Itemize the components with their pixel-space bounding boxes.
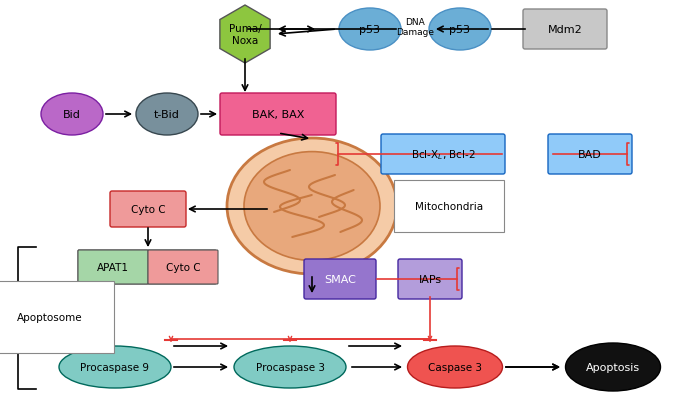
FancyBboxPatch shape	[398, 259, 462, 299]
Ellipse shape	[429, 9, 491, 51]
FancyBboxPatch shape	[78, 250, 216, 284]
Ellipse shape	[227, 139, 397, 274]
Text: Cyto C: Cyto C	[131, 205, 165, 215]
Ellipse shape	[41, 94, 103, 136]
FancyBboxPatch shape	[523, 10, 607, 50]
Text: Procaspase 3: Procaspase 3	[256, 362, 325, 372]
Ellipse shape	[566, 343, 661, 391]
Text: Bid: Bid	[63, 110, 81, 120]
Text: p53: p53	[449, 25, 471, 35]
Text: SMAC: SMAC	[324, 274, 356, 284]
Ellipse shape	[59, 346, 171, 388]
Ellipse shape	[244, 152, 380, 261]
FancyBboxPatch shape	[548, 135, 632, 174]
FancyBboxPatch shape	[381, 135, 505, 174]
Text: Bcl-X$_L$, Bcl-2: Bcl-X$_L$, Bcl-2	[411, 148, 475, 162]
Text: Apoptosis: Apoptosis	[586, 362, 640, 372]
Text: BAD: BAD	[578, 150, 602, 160]
Polygon shape	[220, 6, 270, 64]
Ellipse shape	[234, 346, 346, 388]
Ellipse shape	[339, 9, 401, 51]
Text: DNA
Damage: DNA Damage	[396, 18, 434, 37]
Text: IAPs: IAPs	[418, 274, 442, 284]
Text: Caspase 3: Caspase 3	[428, 362, 482, 372]
Ellipse shape	[407, 346, 502, 388]
FancyBboxPatch shape	[220, 94, 336, 136]
FancyBboxPatch shape	[78, 250, 148, 284]
FancyBboxPatch shape	[304, 259, 376, 299]
Text: Puma/
Noxa: Puma/ Noxa	[229, 24, 261, 46]
Text: APAT1: APAT1	[97, 262, 129, 272]
FancyBboxPatch shape	[110, 192, 186, 227]
Text: Mitochondria: Mitochondria	[415, 201, 483, 211]
Text: Procaspase 9: Procaspase 9	[81, 362, 150, 372]
FancyBboxPatch shape	[148, 250, 218, 284]
Text: Apoptosome: Apoptosome	[17, 312, 83, 322]
Text: Mdm2: Mdm2	[548, 25, 582, 35]
Ellipse shape	[136, 94, 198, 136]
Text: t-Bid: t-Bid	[154, 110, 180, 120]
Text: p53: p53	[360, 25, 380, 35]
Text: Cyto C: Cyto C	[165, 262, 200, 272]
Text: BAK, BAX: BAK, BAX	[251, 110, 304, 120]
